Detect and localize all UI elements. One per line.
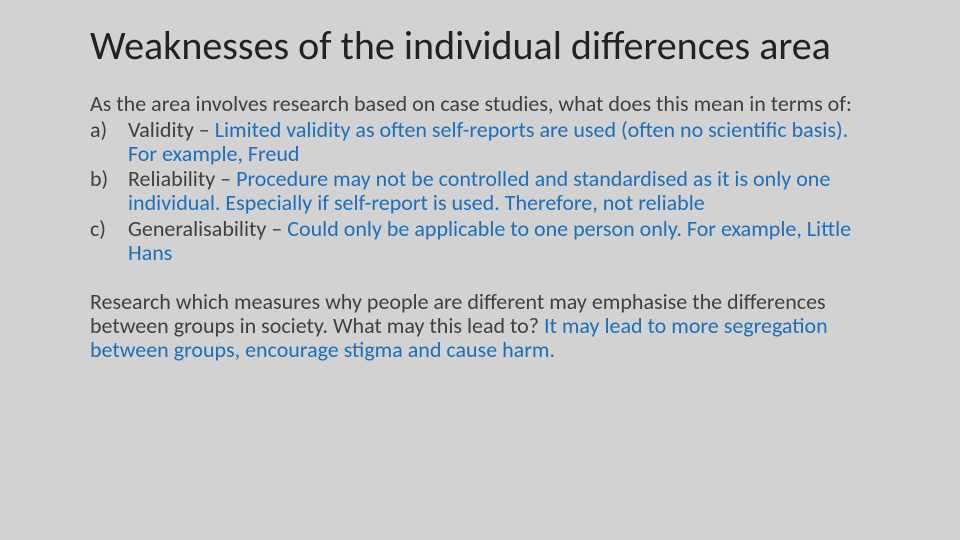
point-b: Reliability – Procedure may not be contr… xyxy=(124,167,882,215)
lead-paragraph: As the area involves research based on c… xyxy=(90,92,882,116)
slide-title: Weaknesses of the individual differences… xyxy=(90,24,882,68)
point-a: Validity – Limited validity as often sel… xyxy=(124,118,882,166)
slide: Weaknesses of the individual differences… xyxy=(0,0,960,540)
point-a-answer: Limited validity as often self-reports a… xyxy=(128,116,848,167)
slide-body: As the area involves research based on c… xyxy=(90,92,882,362)
points-list: Validity – Limited validity as often sel… xyxy=(90,118,882,265)
point-c: Generalisability – Could only be applica… xyxy=(124,217,882,265)
closing-paragraph: Research which measures why people are d… xyxy=(90,290,882,361)
